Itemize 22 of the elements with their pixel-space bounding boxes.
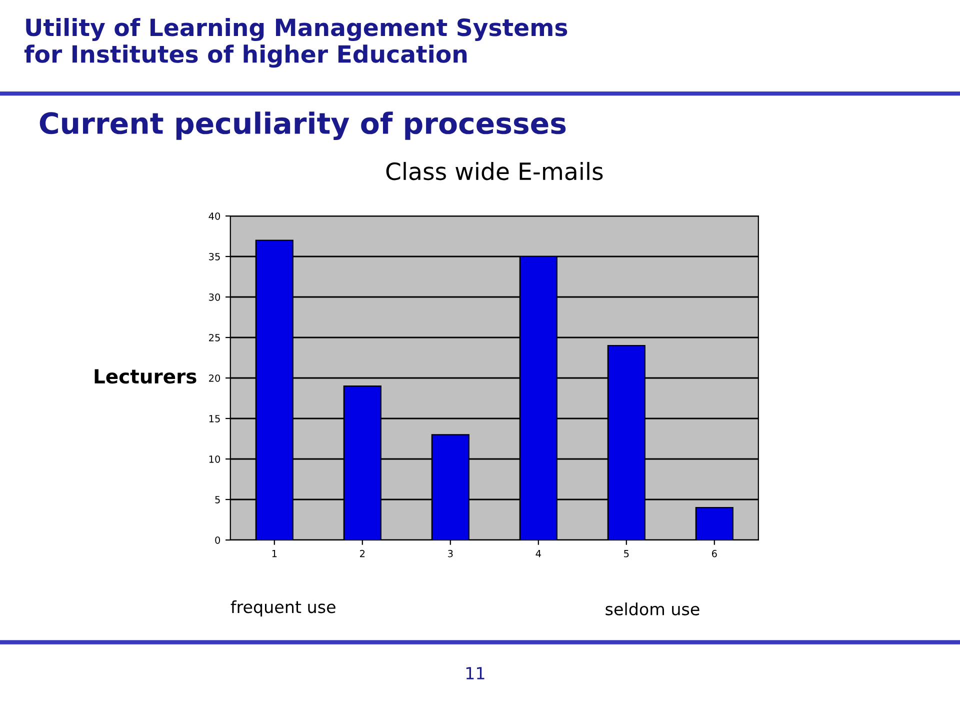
y-tick-label: 0 <box>215 536 220 544</box>
y-tick-label: 35 <box>209 252 220 260</box>
text: Current peculiarity of processes <box>40 112 566 140</box>
text: seldom use <box>606 602 700 616</box>
y-tick-label: 15 <box>209 415 220 422</box>
x-tick-label: 2 <box>360 550 365 558</box>
text: 11 <box>466 667 484 680</box>
y-tick-label: 20 <box>209 374 220 382</box>
text: Utility of Learning Management Systems for Institutes of higher Education <box>24 18 568 68</box>
y-tick-label: 5 <box>215 496 220 504</box>
x-tick-label: 6 <box>712 550 717 558</box>
y-tick-label: 40 <box>208 212 220 220</box>
x-tick-label: 5 <box>624 550 629 558</box>
x-tick-label: 3 <box>448 550 453 558</box>
x-tick-label: 1 <box>272 550 277 558</box>
y-axis-title: Lecturers <box>94 369 196 384</box>
y-tick-label: 30 <box>209 293 220 301</box>
y-tick-label: 25 <box>209 334 220 342</box>
y-tick-label: 10 <box>209 455 220 463</box>
chart-title: Class wide E-mails <box>386 162 603 180</box>
text: frequent use <box>230 600 336 616</box>
x-tick-label: 4 <box>536 550 541 558</box>
